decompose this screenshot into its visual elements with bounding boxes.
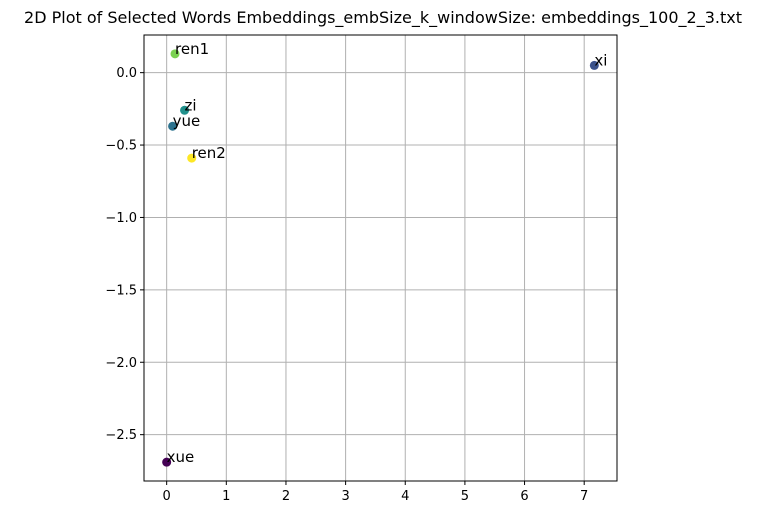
x-tick-label: 1: [222, 489, 230, 504]
data-point-zi: [180, 105, 190, 115]
x-tick-label: 4: [401, 489, 409, 504]
y-tick-label: −1.5: [105, 283, 137, 298]
point-label-xue: xue: [167, 448, 195, 466]
data-point-xue: [162, 457, 172, 467]
point-label-ren2: ren2: [192, 144, 226, 162]
y-tick-label: −1.0: [105, 211, 137, 226]
x-tick-label: 0: [163, 489, 171, 504]
point-label-ren1: ren1: [175, 40, 209, 58]
data-point-ren1: [170, 49, 180, 59]
data-points: [162, 49, 599, 467]
x-tick-label: 3: [341, 489, 349, 504]
x-tick-label: 5: [461, 489, 469, 504]
point-label-zi: zi: [185, 96, 197, 114]
axis-ticks: 0 1 2 3 4 5 6 7 0.0 −0.5 −1.0 −1.5 −2.0 −2.5: [105, 66, 588, 504]
x-tick-label: 6: [520, 489, 528, 504]
data-point-ren2: [187, 153, 197, 163]
y-tick-label: −2.5: [105, 428, 137, 443]
data-point-yue: [168, 121, 178, 131]
data-point-xi: [589, 60, 599, 70]
axes-frame: [143, 34, 618, 482]
point-label-xi: xi: [594, 51, 607, 69]
x-tick-label: 2: [282, 489, 290, 504]
y-tick-label: 0.0: [116, 66, 137, 81]
y-tick-label: −2.0: [105, 356, 137, 371]
point-label-yue: yue: [173, 112, 201, 130]
x-tick-label: 7: [580, 489, 588, 504]
grid-lines: [144, 35, 617, 481]
y-tick-label: −0.5: [105, 139, 137, 154]
chart-title: 2D Plot of Selected Words Embeddings_emb…: [24, 8, 742, 28]
